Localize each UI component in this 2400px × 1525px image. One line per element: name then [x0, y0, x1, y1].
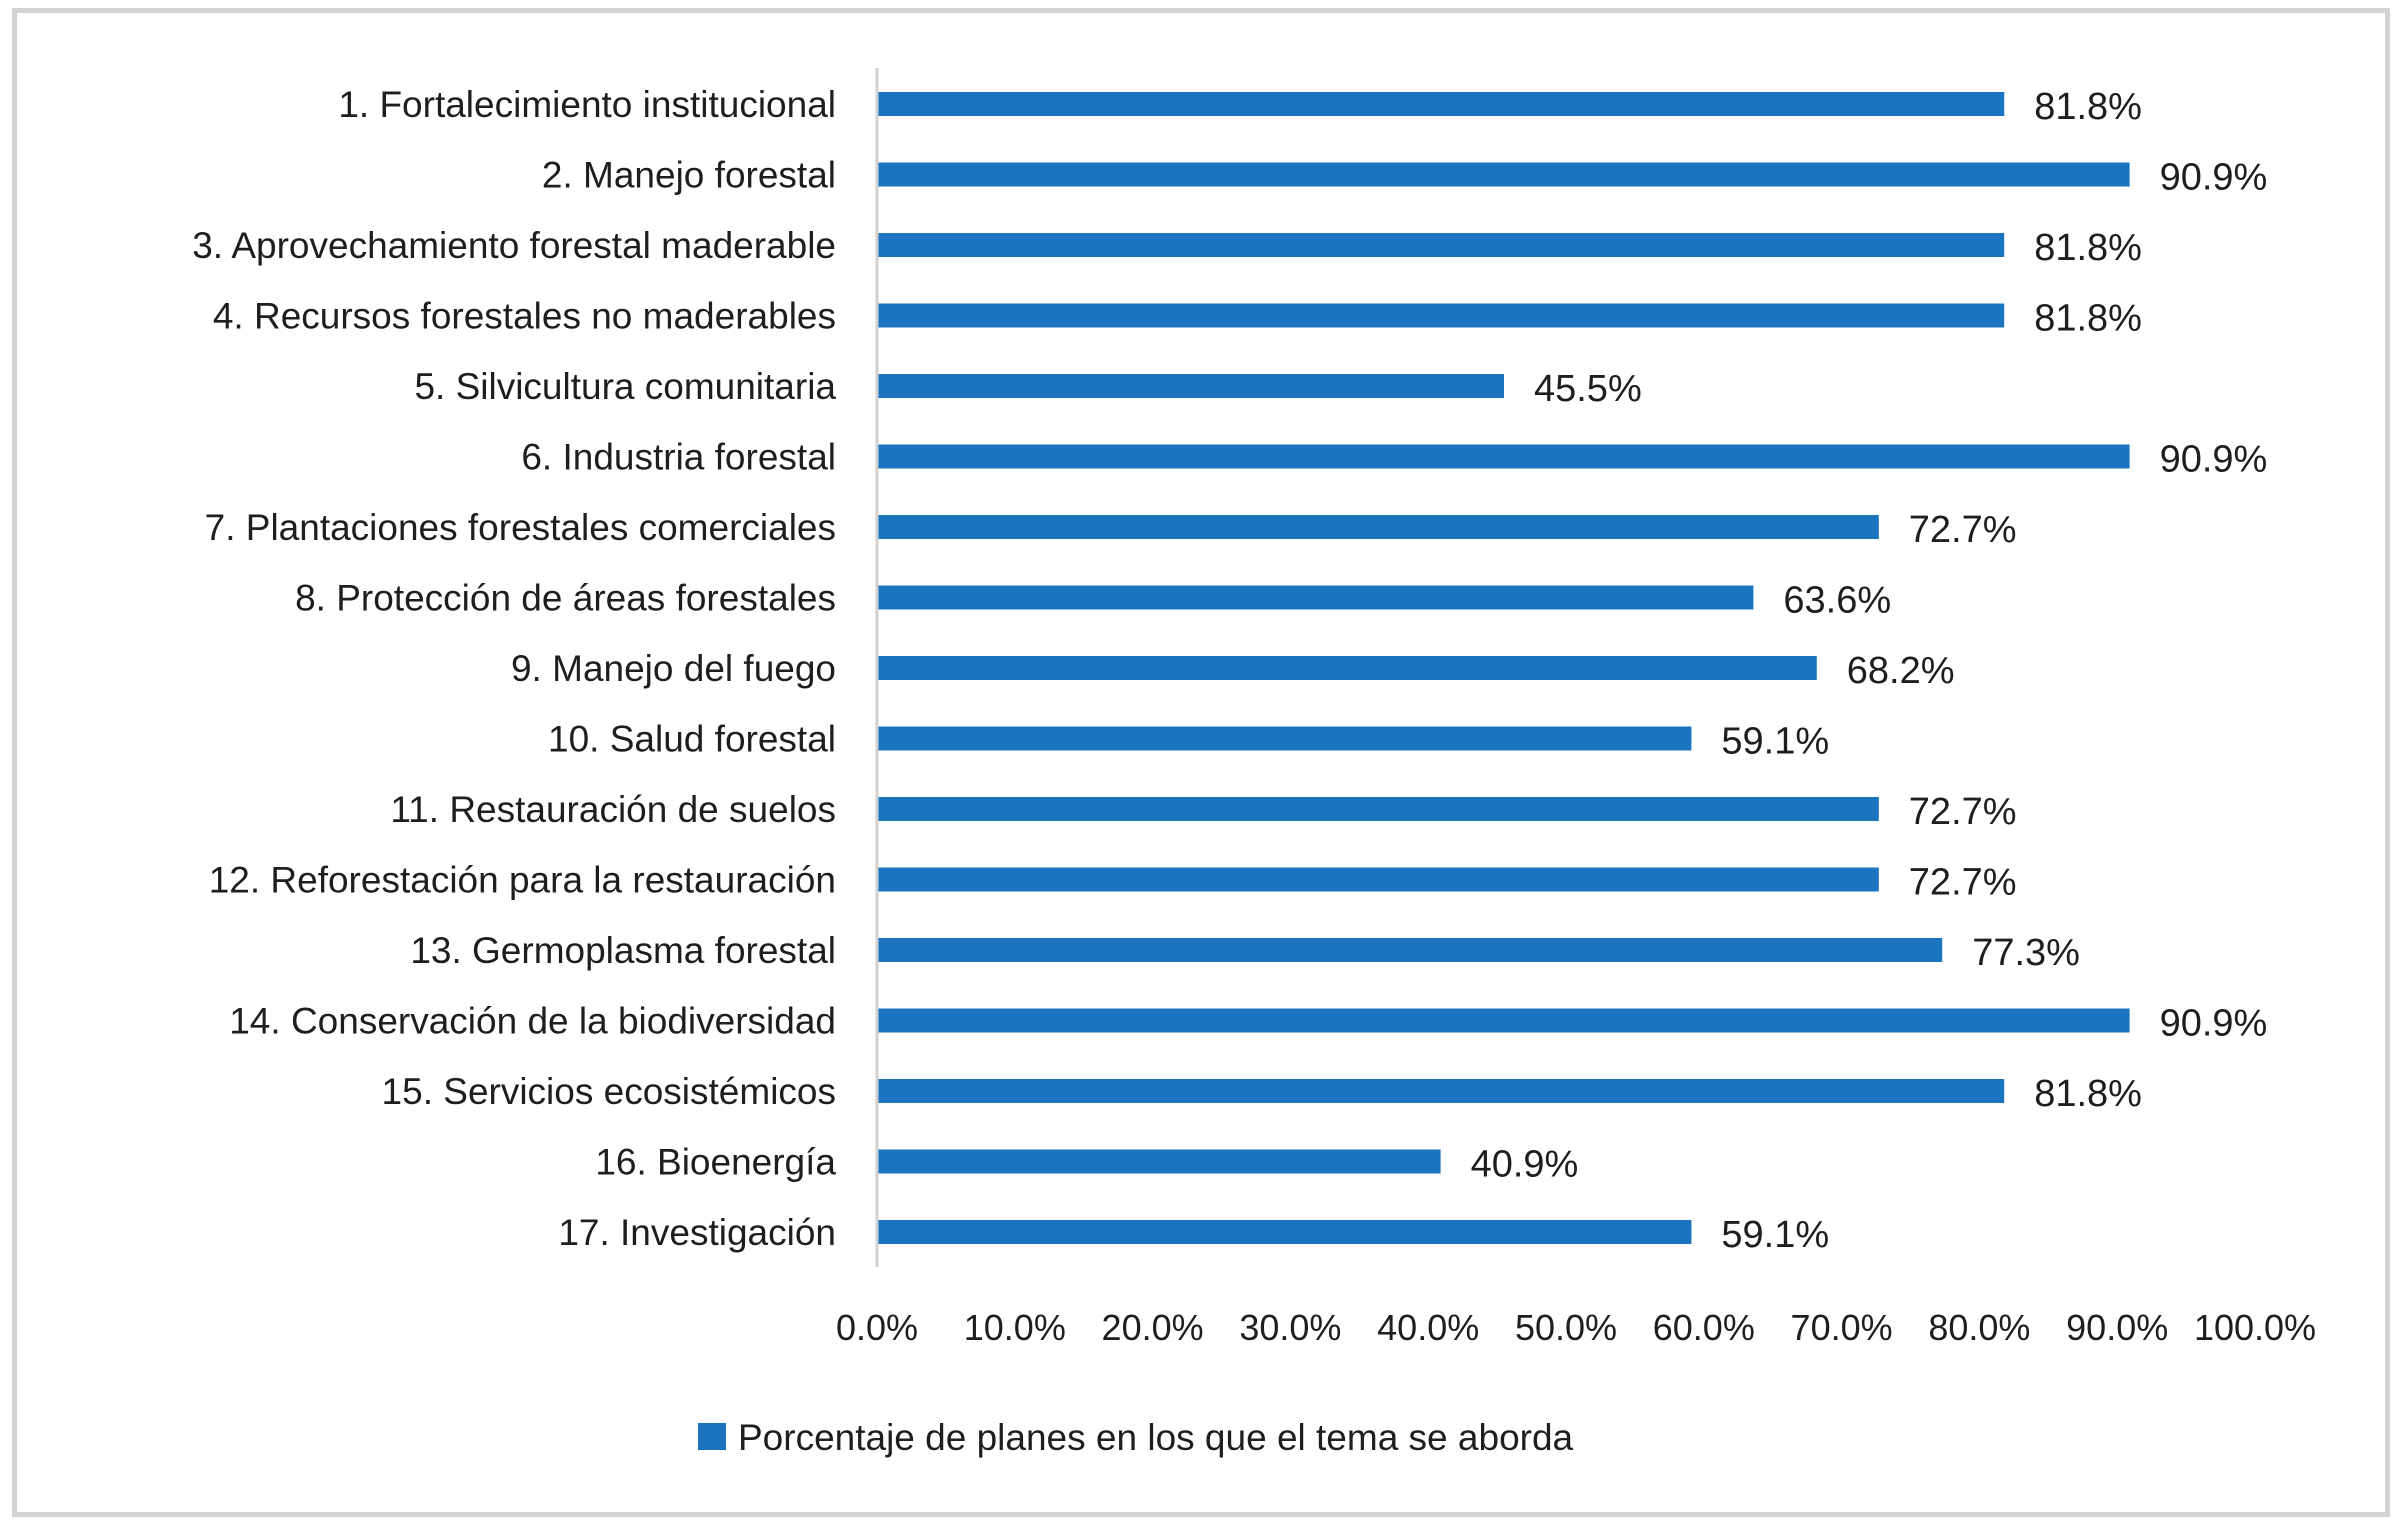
x-tick-label: 0.0% [836, 1307, 918, 1348]
data-label: 81.8% [2034, 86, 2142, 128]
data-label: 90.9% [2160, 1003, 2268, 1045]
legend: Porcentaje de planes en los que el tema … [698, 1417, 1574, 1458]
data-label: 90.9% [2160, 157, 2268, 199]
data-label: 68.2% [1847, 650, 1955, 692]
category-label: 2. Manejo forestal [542, 155, 836, 196]
category-label: 14. Conservación de la biodiversidad [229, 1001, 836, 1042]
category-label: 9. Manejo del fuego [511, 648, 836, 689]
data-label: 90.9% [2160, 439, 2268, 481]
x-tick-label: 50.0% [1515, 1307, 1617, 1348]
data-label: 81.8% [2034, 298, 2142, 340]
data-label: 45.5% [1534, 368, 1642, 410]
bar [878, 303, 2005, 328]
data-label: 72.7% [1909, 509, 2017, 551]
category-label: 12. Reforestación para la restauración [209, 860, 836, 901]
chart-frame [12, 8, 2390, 1517]
category-label: 4. Recursos forestales no maderables [213, 296, 836, 337]
x-tick-label: 70.0% [1791, 1307, 1893, 1348]
bar [878, 515, 1879, 539]
category-label: 10. Salud forestal [548, 719, 836, 760]
data-label: 77.3% [1972, 932, 2080, 974]
category-label: 8. Protección de áreas forestales [295, 578, 836, 619]
data-label: 72.7% [1909, 862, 2017, 904]
bar [878, 374, 1504, 398]
x-tick-label: 40.0% [1377, 1307, 1479, 1348]
data-label: 59.1% [1721, 1214, 1829, 1256]
x-tick-label: 10.0% [964, 1307, 1066, 1348]
bar [878, 1008, 2130, 1033]
x-tick-label: 100.0% [2194, 1307, 2316, 1348]
data-label: 81.8% [2034, 227, 2142, 269]
x-tick-label: 20.0% [1102, 1307, 1204, 1348]
category-label: 6. Industria forestal [521, 437, 836, 478]
x-tick-label: 90.0% [2066, 1307, 2168, 1348]
category-label: 11. Restauración de suelos [390, 789, 836, 830]
category-label: 16. Bioenergía [595, 1142, 836, 1183]
bar [878, 1220, 1692, 1244]
bars-layer [878, 92, 2130, 1244]
category-label: 1. Fortalecimiento institucional [338, 84, 836, 125]
bar [878, 585, 1754, 610]
legend-swatch [698, 1423, 726, 1450]
x-tick-label: 80.0% [1928, 1307, 2030, 1348]
x-axis-tick-labels: 0.0% 10.0% 20.0% 30.0% 40.0% 50.0% 60.0% 70.0% 8… [836, 1307, 2316, 1348]
category-labels: 1. Fortalecimiento institucional 2. Manej… [192, 84, 836, 1253]
bar [878, 867, 1879, 892]
bar [878, 162, 2130, 187]
bar [878, 938, 1943, 962]
category-label: 17. Investigación [558, 1212, 836, 1253]
legend-label: Porcentaje de planes en los que el tema … [738, 1417, 1574, 1458]
bar [878, 1079, 2005, 1103]
data-label: 40.9% [1471, 1144, 1579, 1186]
bar [878, 92, 2005, 116]
data-label: 59.1% [1721, 721, 1829, 763]
category-label: 5. Silvicultura comunitaria [414, 366, 836, 407]
data-label: 81.8% [2034, 1073, 2142, 1115]
bar [878, 656, 1817, 680]
bar [878, 1149, 1441, 1174]
x-tick-label: 30.0% [1239, 1307, 1341, 1348]
data-label: 72.7% [1909, 791, 2017, 833]
category-label: 15. Servicios ecosistémicos [382, 1071, 836, 1112]
category-label: 3. Aprovechamiento forestal maderable [192, 225, 836, 266]
data-label: 63.6% [1783, 580, 1891, 622]
category-label: 13. Germoplasma forestal [410, 930, 836, 971]
category-label: 7. Plantaciones forestales comerciales [205, 507, 836, 548]
data-labels: 81.8% 90.9% 81.8% 81.8% 45.5% 90.9% 72.7% 63.6%… [1471, 86, 2268, 1256]
bar [878, 233, 2005, 257]
bar [878, 797, 1879, 821]
bar [878, 444, 2130, 469]
x-tick-label: 60.0% [1653, 1307, 1755, 1348]
bar [878, 726, 1692, 751]
